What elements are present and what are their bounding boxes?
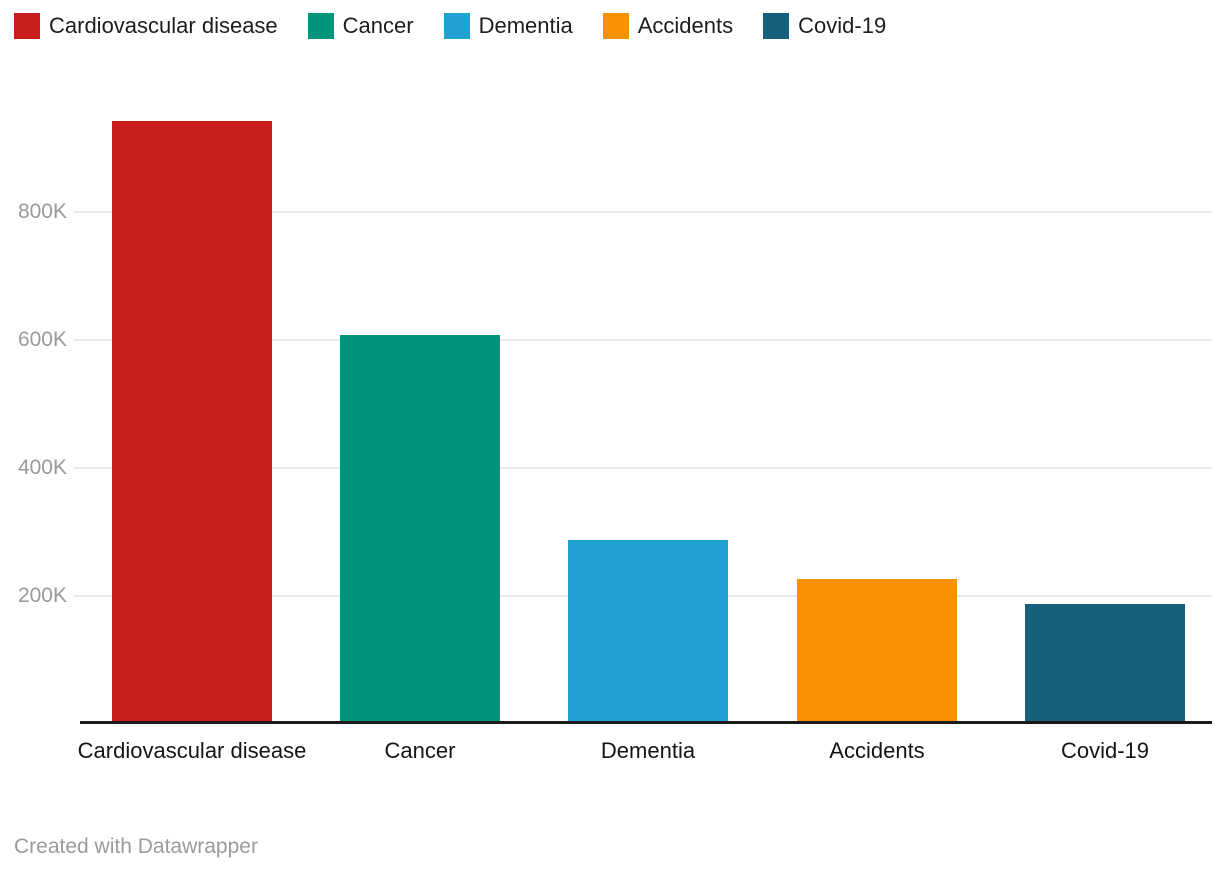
legend: Cardiovascular disease Cancer Dementia Acci… <box>14 12 886 40</box>
x-axis-label-dementia: Dementia <box>600 738 696 763</box>
gridline-400k <box>74 467 1212 469</box>
x-axis-label-accidents: Accidents <box>829 738 925 763</box>
legend-label: Accidents <box>637 13 734 38</box>
y-axis-tick-label: 800K <box>17 200 67 223</box>
legend-swatch-icon <box>443 13 470 39</box>
legend-swatch-icon <box>307 13 334 39</box>
bar-dementia <box>568 540 728 724</box>
legend-swatch-icon <box>763 13 790 39</box>
y-axis-tick-label: 400K <box>17 456 67 479</box>
legend-item-covid-19: Covid-19 <box>763 12 886 40</box>
gridline-800k <box>74 211 1212 213</box>
legend-swatch-icon <box>14 13 40 39</box>
gridline-600k <box>74 339 1212 341</box>
legend-swatch-icon <box>602 13 629 39</box>
legend-item-dementia: Dementia <box>443 12 573 40</box>
legend-label: Cancer <box>342 13 414 38</box>
bar-covid-19 <box>1025 604 1185 724</box>
y-axis-tick-label: 600K <box>17 328 67 351</box>
legend-label: Covid-19 <box>798 13 887 38</box>
bar-cardiovascular-disease <box>112 121 272 724</box>
x-axis-label-covid-19: Covid-19 <box>1060 738 1150 763</box>
legend-item-cancer: Cancer <box>307 12 414 40</box>
x-axis-label-cancer: Cancer <box>384 738 456 763</box>
x-axis-label-cardiovascular-disease: Cardiovascular disease <box>77 738 307 763</box>
x-axis-line <box>80 721 1212 724</box>
legend-item-accidents: Accidents <box>602 12 734 40</box>
bar-cancer <box>340 334 500 724</box>
y-axis-tick-label: 200K <box>17 584 67 607</box>
attribution-link[interactable]: Created with Datawrapper <box>14 835 258 858</box>
legend-label: Dementia <box>478 13 573 38</box>
legend-label: Cardiovascular disease <box>49 13 278 38</box>
bar-accidents <box>797 578 957 724</box>
legend-item-cardiovascular-disease: Cardiovascular disease <box>14 12 278 40</box>
